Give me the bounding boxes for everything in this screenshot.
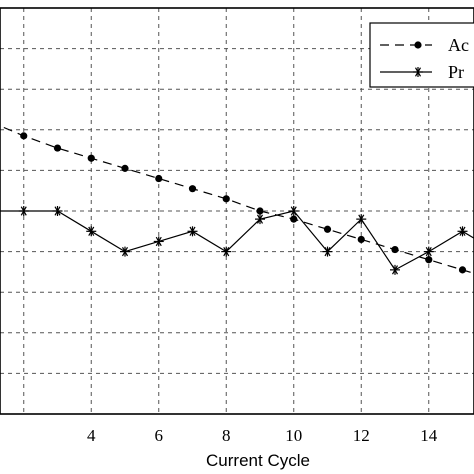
series-pr — [0, 206, 474, 275]
data-point-star — [153, 236, 164, 247]
data-point-star — [457, 226, 468, 237]
data-point-dot — [87, 154, 95, 162]
data-point-dot — [391, 245, 399, 254]
x-axis-label: Current Cycle — [206, 451, 310, 470]
legend-box — [369, 22, 474, 88]
data-point-star — [356, 214, 367, 225]
legend-label-pr: Pr — [448, 62, 464, 82]
data-point-dot — [357, 235, 365, 244]
legend: Ac Pr — [369, 22, 474, 88]
data-point-dot — [425, 256, 433, 264]
data-point-dot — [458, 266, 467, 274]
series-line — [0, 210, 474, 271]
data-point-star — [255, 214, 265, 225]
data-point-dot — [290, 215, 298, 223]
x-tick-label: 6 — [155, 426, 164, 445]
data-point-star — [390, 264, 400, 275]
data-point-dot — [188, 185, 197, 193]
data-point-star — [52, 206, 63, 216]
data-point-star — [221, 246, 232, 257]
x-tick-label: 8 — [222, 426, 231, 445]
x-tick-label: 10 — [285, 426, 302, 445]
x-tick-labels: 46810121416 — [87, 426, 438, 445]
data-point-dot — [256, 207, 264, 215]
data-point-dot — [222, 195, 230, 203]
data-point-dot — [20, 132, 28, 140]
data-point-star — [18, 206, 29, 216]
x-tick-label: 14 — [420, 426, 438, 445]
series-ac — [0, 125, 474, 274]
legend-marker-dot — [414, 41, 422, 49]
x-tick-label: 4 — [87, 426, 96, 445]
series-line — [0, 125, 474, 274]
data-point-star — [413, 67, 423, 77]
legend-label-ac: Ac — [448, 35, 469, 55]
data-point-star — [322, 246, 333, 257]
data-point-dot — [53, 144, 62, 152]
data-point-dot — [155, 174, 163, 183]
data-point-dot — [323, 225, 332, 233]
data-point-star — [288, 206, 299, 216]
data-point-star — [423, 246, 434, 257]
data-point-star — [86, 226, 97, 237]
x-tick-label: 12 — [353, 426, 370, 445]
data-point-star — [120, 246, 130, 257]
data-point-star — [187, 226, 198, 237]
plot-frame — [0, 7, 474, 415]
data-point-dot — [121, 164, 129, 172]
series-layer — [0, 125, 474, 275]
